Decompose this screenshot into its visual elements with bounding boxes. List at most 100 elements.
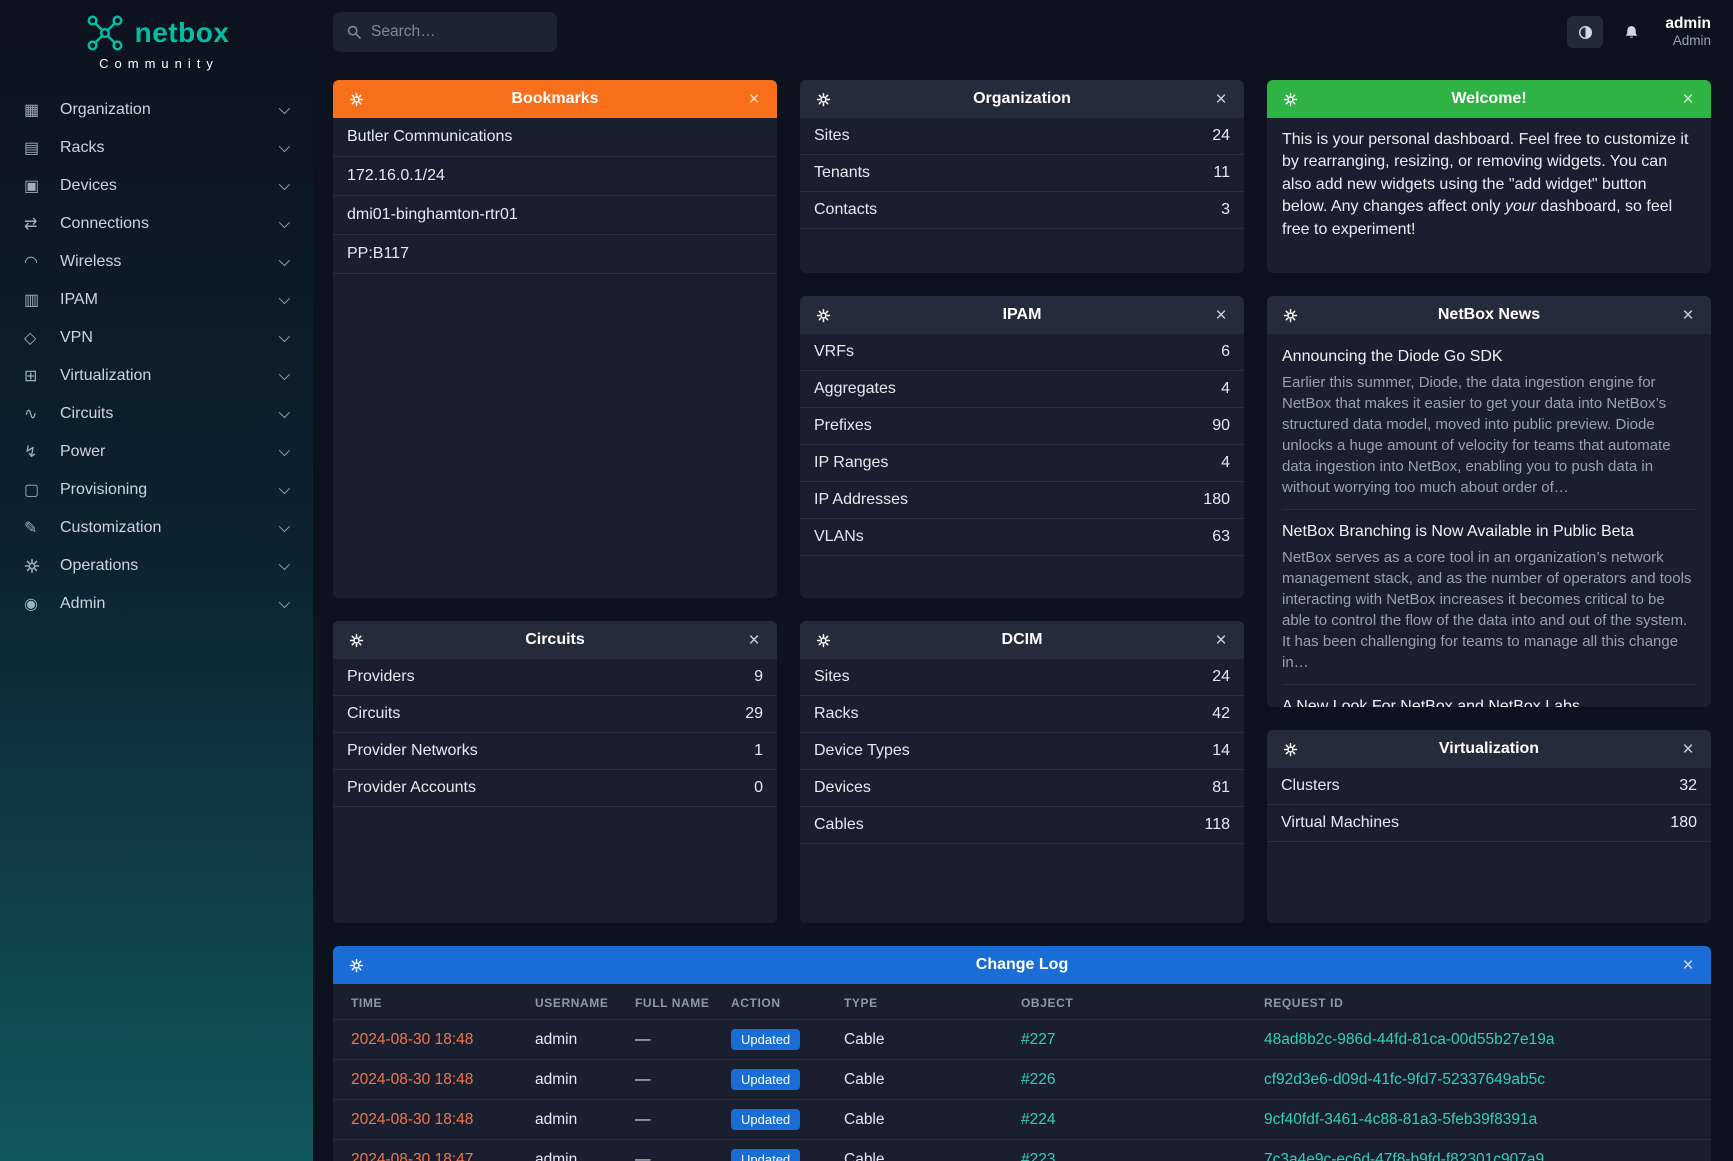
gear-icon[interactable] <box>343 952 369 978</box>
close-icon[interactable]: × <box>741 627 767 653</box>
gear-icon[interactable] <box>1277 736 1303 762</box>
changelog-fullname: — <box>621 1019 717 1060</box>
chevron-down-icon <box>278 140 291 153</box>
stat-label: VRFs <box>814 343 854 360</box>
stat-label: Circuits <box>347 705 401 722</box>
stat-value: 42 <box>1212 705 1230 722</box>
stat-row-contacts[interactable]: Contacts 3 <box>800 192 1244 229</box>
widget-circuits: Circuits × Providers 9 Circuits 29 Provider … <box>333 621 777 923</box>
stat-row-providers[interactable]: Providers 9 <box>333 659 777 696</box>
close-icon[interactable]: × <box>1675 86 1701 112</box>
changelog-request-link[interactable]: 48ad8b2c-986d-44fd-81ca-00d55b27e19a <box>1264 1030 1555 1048</box>
gear-icon[interactable] <box>1277 86 1303 112</box>
gear-icon[interactable] <box>810 302 836 328</box>
stat-label: Virtual Machines <box>1281 814 1399 831</box>
stat-row-tenants[interactable]: Tenants 11 <box>800 155 1244 192</box>
changelog-request-link[interactable]: 7c3a4e9c-ec6d-47f8-b9fd-f82301c907a9 <box>1264 1150 1545 1161</box>
stat-row-virtual-machines[interactable]: Virtual Machines 180 <box>1267 805 1711 842</box>
gear-icon[interactable] <box>810 86 836 112</box>
changelog-time-link[interactable]: 2024-08-30 18:48 <box>351 1030 474 1048</box>
close-icon[interactable]: × <box>1675 736 1701 762</box>
sidebar-item-customization[interactable]: ✎ Customization <box>0 509 313 547</box>
stat-row-cables[interactable]: Cables 118 <box>800 807 1244 844</box>
stat-row-provider-networks[interactable]: Provider Networks 1 <box>333 733 777 770</box>
stat-value: 29 <box>745 705 763 722</box>
stat-row-ip-ranges[interactable]: IP Ranges 4 <box>800 445 1244 482</box>
changelog-time-link[interactable]: 2024-08-30 18:47 <box>351 1150 474 1161</box>
changelog-object-link[interactable]: #224 <box>1021 1110 1056 1128</box>
sidebar-item-connections[interactable]: ⇄ Connections <box>0 205 313 243</box>
stat-row-circuits[interactable]: Circuits 29 <box>333 696 777 733</box>
stat-row-ip-addresses[interactable]: IP Addresses 180 <box>800 482 1244 519</box>
stat-label: Provider Accounts <box>347 779 476 796</box>
stat-row-devices[interactable]: Devices 81 <box>800 770 1244 807</box>
stat-row-aggregates[interactable]: Aggregates 4 <box>800 371 1244 408</box>
close-icon[interactable]: × <box>1208 627 1234 653</box>
sidebar-item-virtualization[interactable]: ⊞ Virtualization <box>0 357 313 395</box>
stat-label: Prefixes <box>814 417 872 434</box>
changelog-time-link[interactable]: 2024-08-30 18:48 <box>351 1110 474 1128</box>
building-icon: ▦ <box>24 102 40 119</box>
bookmark-link-butler-communications[interactable]: Butler Communications <box>333 118 777 157</box>
news-headline-link[interactable]: A New Look For NetBox and NetBox Labs <box>1282 698 1580 707</box>
stat-value: 3 <box>1221 201 1230 218</box>
stat-row-vlans[interactable]: VLANs 63 <box>800 519 1244 556</box>
stat-row-sites[interactable]: Sites 24 <box>800 118 1244 155</box>
circuits-icon: ∿ <box>24 406 38 423</box>
device-icon: ▣ <box>24 178 40 195</box>
sidebar-item-label: Customization <box>60 519 162 536</box>
bookmark-link-172-16-0-1-24[interactable]: 172.16.0.1/24 <box>333 157 777 196</box>
bookmark-link-dmi01-binghamton-rtr01[interactable]: dmi01-binghamton-rtr01 <box>333 196 777 235</box>
stat-value: 118 <box>1204 816 1230 833</box>
sidebar-item-operations[interactable]: Operations <box>0 547 313 585</box>
changelog-request-link[interactable]: cf92d3e6-d09d-41fc-9fd7-52337649ab5c <box>1264 1070 1545 1088</box>
brand[interactable]: netbox Community <box>0 12 313 71</box>
search-input[interactable] <box>371 23 544 41</box>
stat-row-clusters[interactable]: Clusters 32 <box>1267 768 1711 805</box>
gear-icon[interactable] <box>343 627 369 653</box>
close-icon[interactable]: × <box>1675 302 1701 328</box>
gear-icon[interactable] <box>343 86 369 112</box>
user-menu[interactable]: admin Admin <box>1665 15 1711 50</box>
changelog-request-link[interactable]: 9cf40fdf-3461-4c88-81a3-5feb39f8391a <box>1264 1110 1538 1128</box>
close-icon[interactable]: × <box>1208 302 1234 328</box>
notifications-button[interactable] <box>1613 16 1649 48</box>
sidebar-item-devices[interactable]: ▣ Devices <box>0 167 313 205</box>
close-icon[interactable]: × <box>1675 952 1701 978</box>
sidebar-item-vpn[interactable]: ◇ VPN <box>0 319 313 357</box>
sidebar-item-circuits[interactable]: ∿ Circuits <box>0 395 313 433</box>
widget-title: Organization <box>973 90 1071 107</box>
stat-row-vrfs[interactable]: VRFs 6 <box>800 334 1244 371</box>
changelog-time-link[interactable]: 2024-08-30 18:48 <box>351 1070 474 1088</box>
theme-toggle-button[interactable] <box>1567 16 1604 48</box>
stat-row-provider-accounts[interactable]: Provider Accounts 0 <box>333 770 777 807</box>
news-headline-link[interactable]: Announcing the Diode Go SDK <box>1282 348 1503 365</box>
sidebar-item-organization[interactable]: ▦ Organization <box>0 91 313 129</box>
stat-row-prefixes[interactable]: Prefixes 90 <box>800 408 1244 445</box>
changelog-type: Cable <box>830 1139 1007 1161</box>
sidebar-item-racks[interactable]: ▤ Racks <box>0 129 313 167</box>
stat-row-device-types[interactable]: Device Types 14 <box>800 733 1244 770</box>
sidebar-item-admin[interactable]: ◉ Admin <box>0 585 313 623</box>
topbar: admin Admin <box>333 0 1711 64</box>
changelog-object-link[interactable]: #223 <box>1021 1150 1056 1161</box>
stat-label: IP Ranges <box>814 454 889 471</box>
changelog-object-link[interactable]: #226 <box>1021 1070 1056 1088</box>
sidebar-item-ipam[interactable]: ▥ IPAM <box>0 281 313 319</box>
search-box[interactable] <box>333 12 557 52</box>
gear-icon[interactable] <box>810 627 836 653</box>
sidebar-item-power[interactable]: ↯ Power <box>0 433 313 471</box>
sidebar-item-wireless[interactable]: ◠ Wireless <box>0 243 313 281</box>
bookmark-link-pp-b117[interactable]: PP:B117 <box>333 235 777 274</box>
close-icon[interactable]: × <box>1208 86 1234 112</box>
main-content: admin Admin Bookmarks × Butler Communica… <box>313 0 1733 1161</box>
stat-row-racks[interactable]: Racks 42 <box>800 696 1244 733</box>
news-headline-link[interactable]: NetBox Branching is Now Available in Pub… <box>1282 523 1634 540</box>
close-icon[interactable]: × <box>741 86 767 112</box>
changelog-col-action: ACTION <box>731 996 781 1010</box>
gear-icon[interactable] <box>1277 302 1303 328</box>
stat-row-sites[interactable]: Sites 24 <box>800 659 1244 696</box>
changelog-object-link[interactable]: #227 <box>1021 1030 1056 1048</box>
rack-icon: ▤ <box>24 140 40 157</box>
sidebar-item-provisioning[interactable]: ▢ Provisioning <box>0 471 313 509</box>
